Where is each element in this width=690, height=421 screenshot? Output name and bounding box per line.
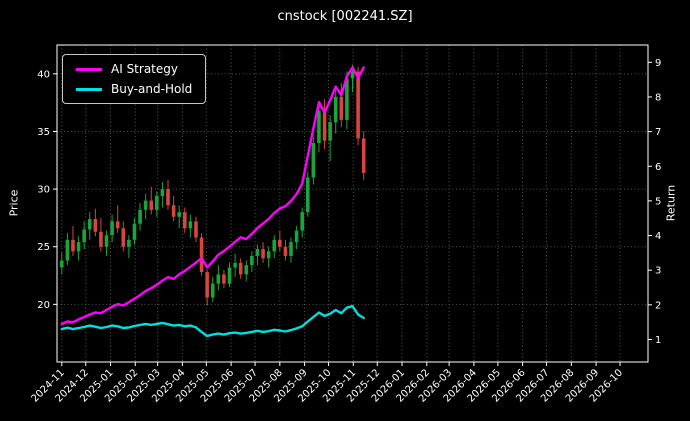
ai-strategy-line-swatch — [76, 67, 102, 71]
legend-item-ai-strategy: AI Strategy — [76, 63, 192, 75]
legend-label-buy-and-hold: Buy-and-Hold — [111, 82, 193, 96]
candlestick-series — [59, 64, 366, 306]
return-tick-label: 1 — [655, 335, 661, 346]
price-tick-label: 35 — [37, 127, 50, 138]
buy-and-hold-line-swatch — [76, 87, 102, 91]
plot-border — [56, 44, 649, 363]
return-axis-label: Return — [664, 184, 678, 222]
return-tick-label: 4 — [655, 231, 661, 242]
return-tick-label: 3 — [655, 266, 661, 277]
price-tick-label: 20 — [37, 300, 50, 311]
buy-and-hold-line — [60, 305, 365, 338]
line-series — [60, 66, 365, 338]
return-tick-label: 9 — [655, 58, 661, 69]
return-tick-label: 6 — [655, 162, 661, 173]
legend: AI Strategy Buy-and-Hold — [62, 54, 207, 104]
legend-item-buy-and-hold: Buy-and-Hold — [76, 83, 192, 95]
price-tick-label: 40 — [37, 69, 50, 80]
return-tick-label: 5 — [655, 196, 661, 207]
price-axis-label: Price — [7, 189, 21, 217]
price-tick-label: 30 — [37, 185, 50, 196]
return-tick-label: 8 — [655, 92, 661, 103]
return-tick-label: 2 — [655, 300, 661, 311]
ai-strategy-line — [60, 66, 365, 326]
legend-label-ai-strategy: AI Strategy — [111, 62, 178, 76]
return-tick-label: 7 — [655, 127, 661, 138]
chart-title: cnstock [002241.SZ] — [277, 9, 413, 24]
price-tick-label: 25 — [37, 242, 50, 253]
